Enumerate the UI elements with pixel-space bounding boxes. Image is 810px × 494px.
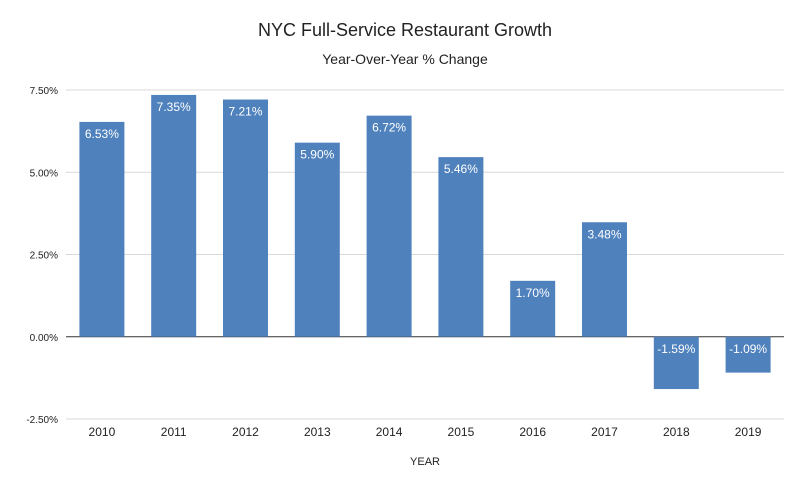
- x-tick-label: 2016: [519, 425, 546, 439]
- x-tick-label: 2015: [448, 425, 475, 439]
- bar: [725, 336, 771, 373]
- data-label: 7.21%: [228, 105, 262, 119]
- bar: [582, 222, 627, 337]
- y-tick-label: 7.50%: [30, 86, 58, 97]
- bar: [79, 121, 125, 337]
- data-label: 3.48%: [587, 227, 621, 241]
- bar: [653, 336, 699, 390]
- x-tick-label: 2019: [735, 425, 762, 439]
- x-tick-label: 2014: [376, 425, 403, 439]
- x-tick-label: 2018: [663, 425, 690, 439]
- data-label: 5.90%: [300, 148, 334, 162]
- bar: [294, 142, 340, 337]
- data-label: 1.70%: [516, 286, 550, 300]
- data-label: 5.46%: [444, 162, 478, 176]
- data-label: -1.59%: [657, 342, 695, 356]
- chart-title: NYC Full-Service Restaurant Growth: [257, 20, 553, 40]
- x-tick-label: 2017: [591, 425, 618, 439]
- data-label: 7.35%: [157, 100, 191, 114]
- x-tick-label: 2013: [304, 425, 331, 439]
- x-axis-label: YEAR: [410, 456, 440, 468]
- x-tick-label: 2010: [89, 425, 116, 439]
- bar: [510, 280, 556, 337]
- bar: [366, 115, 412, 337]
- data-label: 6.72%: [372, 121, 406, 135]
- x-tick-label: 2012: [232, 425, 259, 439]
- bar: [223, 99, 268, 337]
- x-tick-label: 2011: [161, 425, 187, 439]
- bar: [438, 157, 484, 337]
- data-label: 6.53%: [85, 127, 119, 141]
- y-tick-label: -2.50%: [26, 415, 58, 426]
- y-tick-label: 5.00%: [30, 168, 58, 179]
- y-tick-label: 2.50%: [30, 251, 58, 262]
- y-tick-label: 0.00%: [30, 333, 58, 344]
- data-label: -1.09%: [729, 342, 767, 356]
- bar: [151, 94, 197, 337]
- chart-subtitle: Year-Over-Year % Change: [322, 51, 488, 67]
